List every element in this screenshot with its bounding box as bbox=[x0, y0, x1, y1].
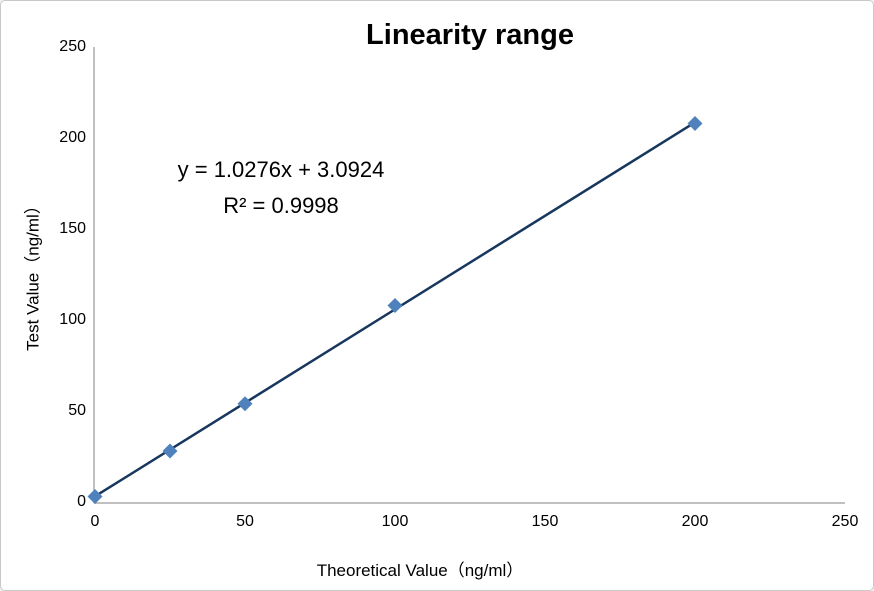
y-tick-label: 200 bbox=[59, 129, 86, 146]
y-tick-label: 50 bbox=[68, 402, 86, 419]
trendline-annotation: y = 1.0276x + 3.0924 R² = 0.9998 bbox=[121, 152, 441, 224]
x-tick-label: 250 bbox=[831, 513, 859, 530]
x-tick-label: 0 bbox=[90, 513, 100, 530]
y-tick-label: 150 bbox=[59, 220, 86, 237]
x-axis-title: Theoretical Value（ng/ml） bbox=[316, 561, 524, 580]
x-tick-label: 50 bbox=[236, 513, 254, 530]
x-tick-label: 150 bbox=[531, 513, 559, 530]
chart-title: Linearity range bbox=[366, 19, 574, 51]
data-point-marker bbox=[237, 396, 253, 412]
y-tick-label: 100 bbox=[59, 311, 86, 328]
x-tick-label: 200 bbox=[681, 513, 709, 530]
x-tick-label: 100 bbox=[381, 513, 409, 530]
data-point-marker bbox=[87, 489, 103, 505]
y-tick-label: 250 bbox=[59, 38, 86, 55]
y-tick-label: 0 bbox=[77, 493, 86, 510]
r-squared-label: R² = 0.9998 bbox=[223, 193, 339, 218]
trendline-equation: y = 1.0276x + 3.0924 bbox=[177, 157, 385, 182]
data-point-marker bbox=[162, 443, 178, 459]
data-point-marker bbox=[387, 297, 403, 313]
data-point-marker bbox=[687, 115, 703, 131]
